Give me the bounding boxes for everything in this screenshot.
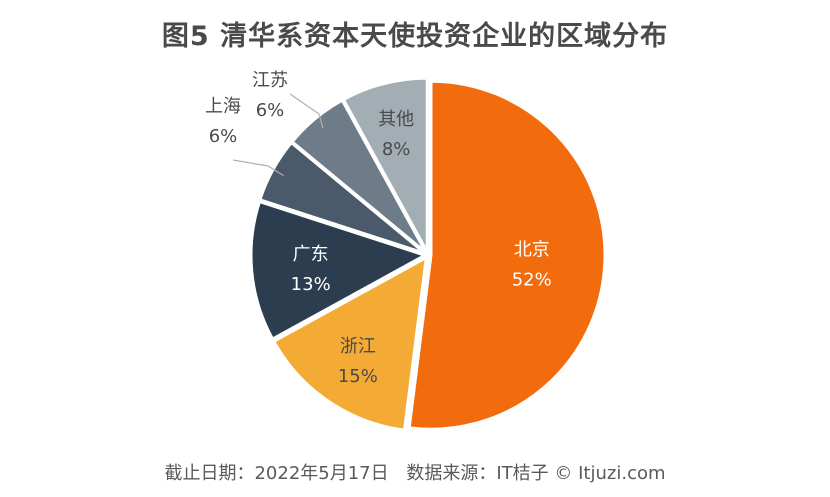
slice-label-shanghai: 上海 [205, 96, 241, 117]
slice-label-other: 其他 [378, 109, 414, 130]
data-source-text: 数据来源：IT桔子 © Itjuzi.com [406, 463, 666, 484]
slice-value-jiangsu: 6% [256, 100, 285, 121]
pie-slice-beijing [407, 79, 607, 431]
slice-label-zhejiang: 浙江 [340, 336, 376, 357]
slice-value-zhejiang: 15% [338, 366, 378, 387]
slice-value-guangdong: 13% [291, 274, 331, 295]
chart-footer: 截止日期：2022年5月17日 数据来源：IT桔子 © Itjuzi.com [0, 459, 830, 485]
slice-label-jiangsu: 江苏 [252, 70, 288, 91]
slice-label-guangdong: 广东 [293, 244, 329, 265]
leader-line-shanghai [232, 159, 284, 177]
slice-label-beijing: 北京 [514, 240, 550, 261]
slice-value-other: 8% [382, 139, 411, 160]
pie-slice-zhejiang [271, 254, 429, 432]
slice-value-beijing: 52% [512, 270, 552, 291]
slice-value-shanghai: 6% [209, 126, 238, 147]
chart-title: 图5 清华系资本天使投资企业的区域分布 [161, 21, 669, 52]
pie-slice-other [341, 76, 429, 253]
leader-line-jiangsu [289, 93, 324, 129]
cutoff-date-text: 截止日期：2022年5月17日 [164, 463, 389, 484]
pie-slice-guangdong [249, 199, 429, 342]
